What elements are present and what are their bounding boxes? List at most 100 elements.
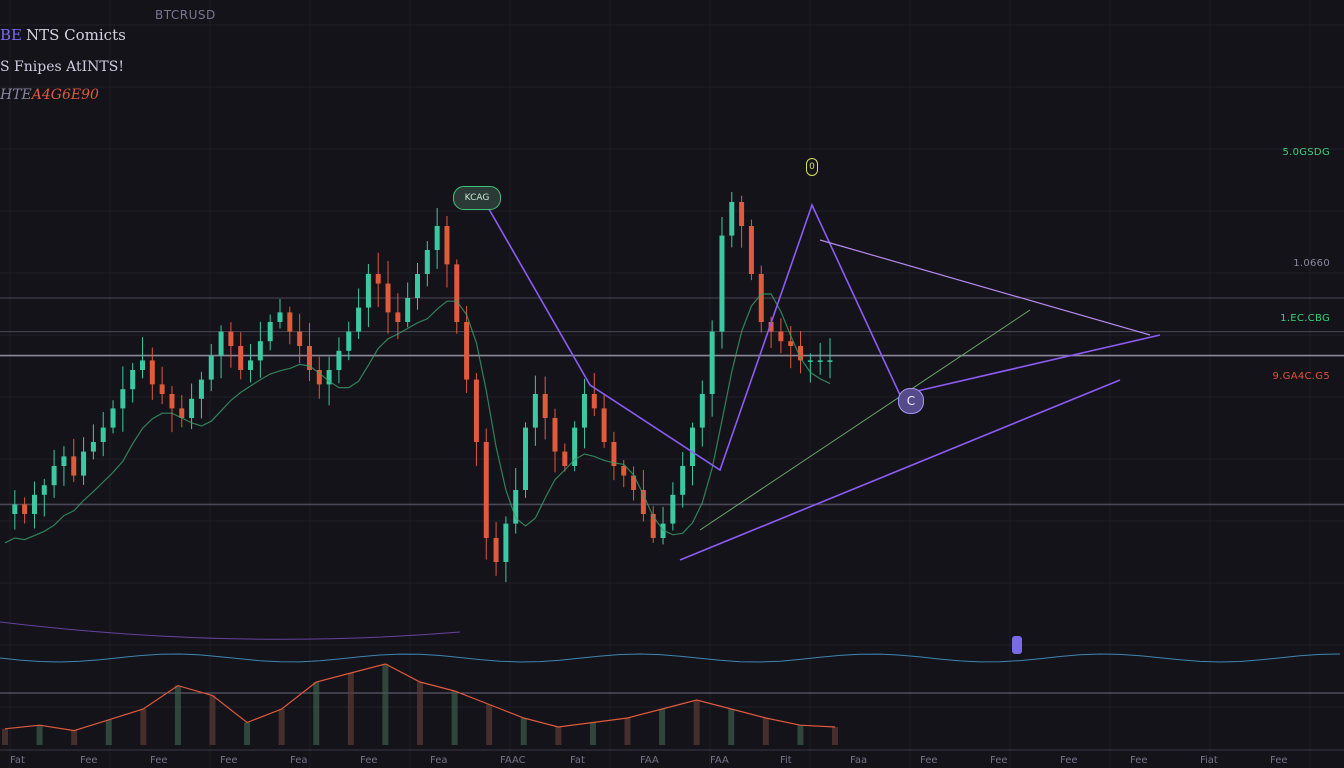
candle-body bbox=[798, 346, 804, 361]
candle-body bbox=[228, 331, 234, 346]
candle-body bbox=[306, 346, 312, 370]
candle-body bbox=[591, 394, 597, 409]
x-axis-tick-label: Fiat bbox=[1200, 755, 1218, 766]
candle-body bbox=[631, 475, 637, 490]
x-axis-tick-label: Fea bbox=[290, 755, 308, 766]
candle-body bbox=[719, 235, 725, 332]
candle-body bbox=[680, 466, 686, 495]
candle-body bbox=[277, 312, 283, 322]
pattern-trendline-lower bbox=[679, 379, 1121, 561]
candle-body bbox=[444, 226, 450, 265]
x-axis-tick-label: FAAC bbox=[500, 755, 526, 766]
candle-body bbox=[120, 389, 126, 409]
volume-bar bbox=[174, 685, 181, 745]
candle-body bbox=[71, 456, 77, 476]
volume-bar bbox=[313, 682, 320, 745]
volume-bar bbox=[728, 709, 735, 745]
candle-body bbox=[523, 427, 529, 490]
candle-body bbox=[572, 427, 578, 466]
x-axis-tick-label: Fea bbox=[430, 755, 448, 766]
candle-body bbox=[22, 504, 28, 514]
x-axis-tick-label: Fee bbox=[220, 755, 238, 766]
alert-pin-icon[interactable]: 0 bbox=[806, 158, 818, 176]
candle-body bbox=[356, 307, 362, 332]
candle-body bbox=[513, 490, 519, 524]
candle-body bbox=[179, 408, 185, 418]
x-axis-tick-label: Fee bbox=[990, 755, 1008, 766]
candle-body bbox=[817, 360, 823, 362]
pattern-node-handle[interactable]: C bbox=[898, 388, 924, 414]
candle-body bbox=[110, 408, 116, 428]
candle-body bbox=[405, 298, 411, 322]
pattern-badge[interactable]: KCAG bbox=[453, 186, 501, 210]
candle-body bbox=[503, 523, 509, 562]
candle-body bbox=[257, 341, 263, 361]
candle-body bbox=[218, 331, 224, 356]
candle-body bbox=[464, 322, 470, 380]
candle-body bbox=[768, 322, 774, 332]
volume-bar bbox=[762, 718, 769, 745]
candle-body bbox=[562, 451, 568, 466]
candle-body bbox=[542, 394, 548, 418]
candle-body bbox=[326, 370, 332, 385]
candle-body bbox=[267, 322, 273, 342]
candle-body bbox=[238, 346, 244, 370]
volume-bar bbox=[209, 695, 216, 745]
x-axis-tick-label: Fee bbox=[920, 755, 938, 766]
volume-marker-icon bbox=[1012, 636, 1022, 654]
candle-body bbox=[690, 427, 695, 466]
candle-body bbox=[699, 394, 705, 428]
candle-body bbox=[415, 274, 420, 298]
x-axis-tick-label: Fee bbox=[1060, 755, 1078, 766]
volume-bar bbox=[520, 718, 527, 745]
candle-body bbox=[375, 274, 381, 284]
candle-body bbox=[31, 494, 37, 514]
candle-body bbox=[346, 331, 352, 351]
ohlc-prefix: HTE bbox=[0, 87, 32, 103]
ohlc-readout: HTEA4G6E90 bbox=[0, 87, 99, 103]
candle-body bbox=[748, 226, 754, 274]
candle-body bbox=[424, 250, 430, 274]
candle-body bbox=[198, 379, 204, 399]
x-axis-tick-label: FAA bbox=[640, 755, 659, 766]
volume-bar bbox=[347, 673, 354, 745]
candle-body bbox=[473, 379, 479, 442]
candle-body bbox=[709, 331, 715, 394]
candle-body bbox=[807, 360, 813, 362]
volume-bar bbox=[244, 722, 251, 745]
candle-body bbox=[336, 350, 342, 370]
x-axis-tick-label: Fit bbox=[780, 755, 792, 766]
candle-body bbox=[159, 384, 165, 394]
candle-body bbox=[601, 408, 607, 442]
volume-bar bbox=[589, 722, 596, 745]
candle-body bbox=[650, 514, 656, 538]
candle-body bbox=[395, 312, 401, 322]
x-axis-tick-label: Fee bbox=[360, 755, 378, 766]
candle-body bbox=[483, 442, 489, 538]
volume-bar bbox=[36, 725, 43, 745]
candle-body bbox=[365, 274, 371, 308]
candle-body bbox=[454, 264, 460, 322]
pattern-trendline-green bbox=[699, 309, 1031, 531]
candle-body bbox=[208, 355, 214, 380]
candle-body bbox=[189, 398, 195, 418]
x-axis-tick-label: Fee bbox=[1270, 755, 1288, 766]
volume-bar bbox=[2, 728, 8, 745]
candle-body bbox=[611, 442, 617, 466]
x-axis-tick-label: Fat bbox=[10, 755, 25, 766]
x-axis-tick-label: Fee bbox=[80, 755, 98, 766]
pattern-trendline-upper bbox=[819, 239, 1151, 336]
moving-average-line bbox=[4, 293, 831, 544]
chart-title: BE NTS Comicts bbox=[0, 26, 126, 44]
candle-body bbox=[287, 312, 293, 332]
candle-body bbox=[248, 360, 254, 370]
title-text: NTS Comicts bbox=[25, 26, 126, 44]
candle-body bbox=[100, 427, 106, 442]
candle-body bbox=[90, 442, 96, 452]
pattern-polyline bbox=[477, 189, 1161, 472]
pin-label: 0 bbox=[809, 162, 815, 172]
price-label-current: 9.GA4C.G5 bbox=[1272, 371, 1330, 382]
volume-bar bbox=[278, 709, 285, 745]
candle-body bbox=[581, 394, 587, 428]
